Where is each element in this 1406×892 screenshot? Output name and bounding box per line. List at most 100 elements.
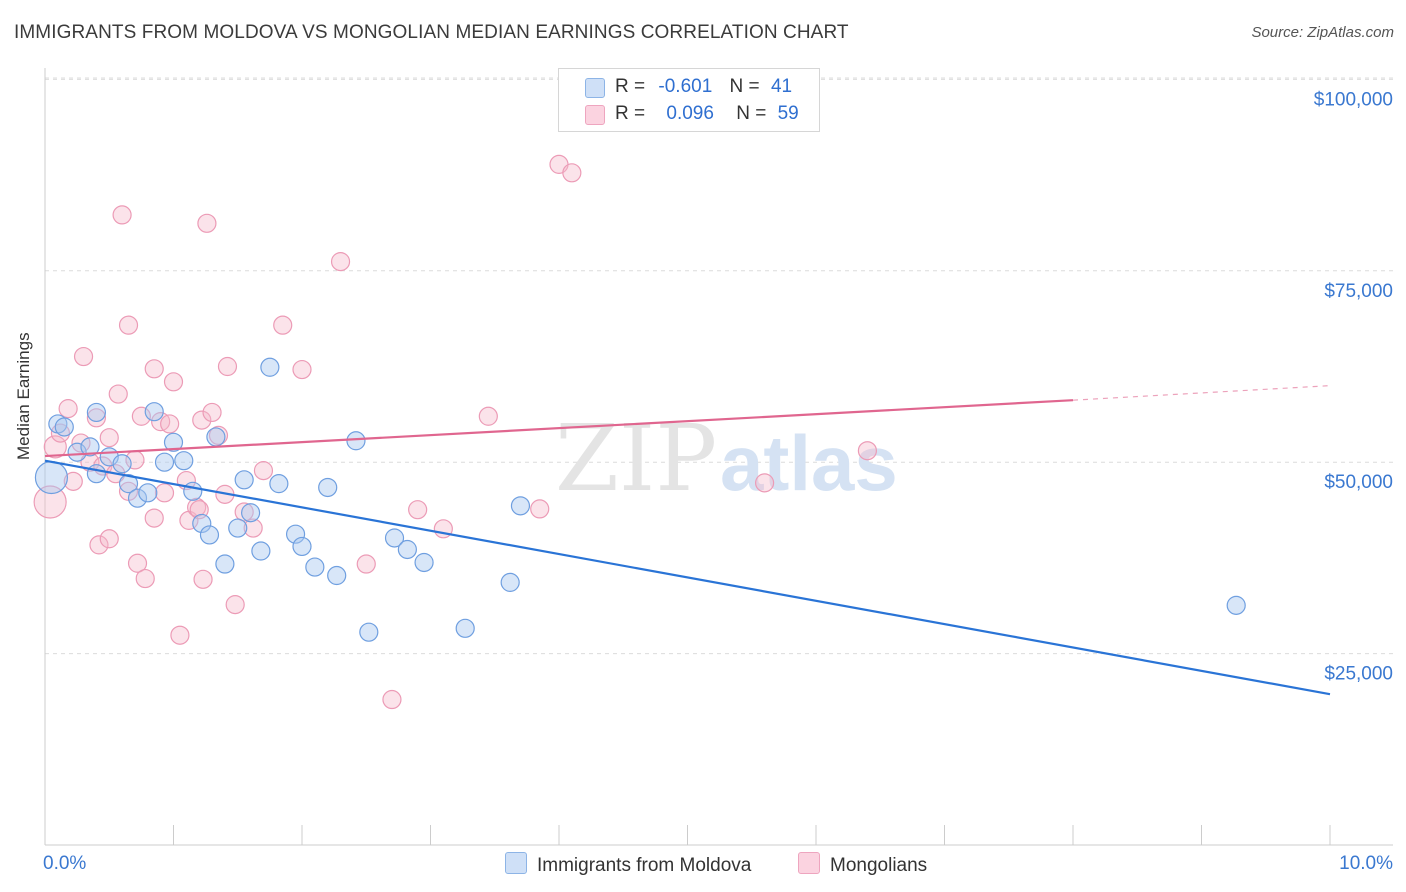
legend-r-label: R = xyxy=(615,76,646,97)
moldova-point xyxy=(397,539,417,560)
legend-n-value: 59 xyxy=(777,103,799,124)
mongolians-point xyxy=(478,406,498,426)
mongolians-point xyxy=(330,252,351,272)
moldova-point xyxy=(67,442,87,462)
moldova-point xyxy=(86,402,107,423)
legend-swatch-moldova xyxy=(585,78,605,98)
x-tick-label: 0.0% xyxy=(43,853,86,874)
source-label: Source: ZipAtlas.com xyxy=(1251,24,1394,41)
moldova-point xyxy=(163,432,184,452)
mongolians-point xyxy=(192,410,212,430)
mongolians-trend-line xyxy=(44,399,1074,458)
legend-r-value: -0.601 xyxy=(658,76,713,97)
mongolians-point xyxy=(562,163,582,183)
moldova-point xyxy=(118,474,139,494)
moldova-point xyxy=(174,451,194,471)
moldova-point xyxy=(510,496,531,516)
mongolians-point xyxy=(530,499,550,519)
mongolians-point xyxy=(217,356,238,377)
moldova-point xyxy=(138,483,158,503)
moldova-point xyxy=(455,618,475,638)
moldova-point xyxy=(34,460,69,495)
moldova-point xyxy=(228,518,248,538)
y-tick-label: $100,000 xyxy=(1314,89,1393,110)
mongolians-point xyxy=(144,508,164,528)
moldova-point xyxy=(199,525,220,545)
mongolians-point xyxy=(43,435,67,459)
trend-lines xyxy=(44,385,1331,696)
mongolians-point xyxy=(73,346,94,367)
bottom-legend-swatch-mongolians xyxy=(798,852,820,874)
mongolians-point xyxy=(754,473,775,493)
moldova-trend-line xyxy=(44,459,1331,696)
mongolians-point xyxy=(154,483,175,503)
moldova-point xyxy=(359,622,379,642)
bottom-legend-label-moldova: Immigrants from Moldova xyxy=(537,855,752,876)
moldova-point xyxy=(206,427,226,447)
moldova-point xyxy=(327,565,347,586)
moldova-point xyxy=(1226,595,1246,615)
chart-title: IMMIGRANTS FROM MOLDOVA VS MONGOLIAN MED… xyxy=(14,22,849,43)
mongolians-point xyxy=(356,554,376,574)
mongolians-point xyxy=(99,428,119,448)
legend-n-label: N = xyxy=(736,103,767,124)
moldova-point xyxy=(241,503,261,523)
mongolians-point xyxy=(382,689,402,710)
moldova-point xyxy=(305,557,325,577)
moldova-point xyxy=(144,402,164,422)
mongolians-point xyxy=(108,384,128,404)
moldova-point xyxy=(215,554,235,574)
mongolians-point xyxy=(160,414,180,434)
mongolians-point xyxy=(408,500,428,520)
mongolians-point xyxy=(131,406,151,426)
mongolians-point xyxy=(193,569,213,589)
watermark-atlas: atlas xyxy=(720,419,898,507)
y-tick-label: $50,000 xyxy=(1324,472,1393,493)
moldova-point xyxy=(54,417,74,437)
bottom-legend-label-mongolians: Mongolians xyxy=(830,855,928,876)
moldova-point xyxy=(500,572,520,592)
moldova-point xyxy=(414,552,434,573)
moldova-point xyxy=(318,477,338,498)
mongolians-point xyxy=(86,408,107,428)
mongolians-point xyxy=(225,595,245,615)
y-axis-label: Median Earnings xyxy=(14,332,33,460)
mongolians-point xyxy=(144,359,164,379)
gridlines xyxy=(45,77,1393,655)
legend-swatch-mongolians xyxy=(585,105,605,125)
mongolians-point xyxy=(135,568,155,589)
legend-n-value: 41 xyxy=(770,76,793,97)
moldova-point xyxy=(285,524,306,544)
moldova-point xyxy=(183,481,203,501)
mongolians-point xyxy=(58,399,78,419)
mongolians-point xyxy=(89,535,109,555)
mongolians-point xyxy=(253,461,274,481)
moldova-point xyxy=(251,541,271,561)
mongolians-point xyxy=(292,359,312,380)
mongolians-point xyxy=(273,315,293,335)
bottom-legend-moldova: Immigrants from Moldova xyxy=(505,852,751,877)
legend-r-label: R = xyxy=(615,103,646,124)
moldova-point xyxy=(346,431,366,451)
moldova-point xyxy=(260,357,280,377)
bottom-legend-swatch-moldova xyxy=(505,852,527,874)
mongolians-point xyxy=(63,471,83,491)
mongolians-point xyxy=(127,553,148,573)
mongolians-point xyxy=(197,213,217,233)
legend-n-label: N = xyxy=(729,76,760,97)
mongolians-point xyxy=(202,402,222,423)
mongolians-point xyxy=(857,441,878,461)
mongolians-points xyxy=(33,154,878,710)
moldova-point xyxy=(80,437,100,457)
mongolians-point xyxy=(243,518,263,538)
tick-labels: $25,000 $50,000 $75,000 $100,000 0.0% 10.0% xyxy=(43,89,1393,874)
x-tick-label: 10.0% xyxy=(1339,853,1393,874)
moldova-point xyxy=(192,513,212,534)
watermark-zip: ZIP xyxy=(555,405,717,512)
legend-r-value: 0.096 xyxy=(666,103,714,124)
y-tick-label: $25,000 xyxy=(1324,664,1393,685)
moldova-point xyxy=(269,474,289,494)
axes xyxy=(44,68,1393,846)
mongolians-point xyxy=(99,529,119,549)
